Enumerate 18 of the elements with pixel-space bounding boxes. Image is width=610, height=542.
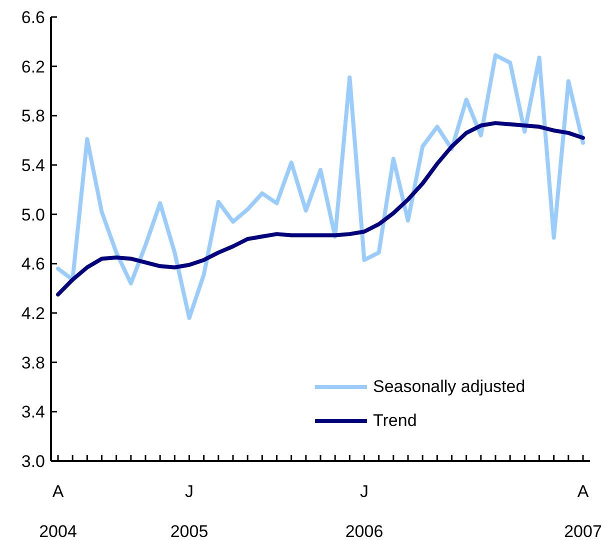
y-tick-label: 6.2 (21, 57, 45, 76)
legend-label: Trend (373, 411, 417, 431)
y-tick-label: 4.2 (21, 304, 45, 323)
category-label: J 2006 (345, 482, 384, 541)
y-tick-label: 5.0 (21, 205, 45, 224)
y-tick-label: 5.8 (21, 106, 45, 126)
legend-label: Seasonally adjusted (373, 377, 526, 397)
y-tick-label: 3.0 (21, 452, 45, 471)
line-series (56, 53, 585, 320)
y-tick-label: 4.6 (21, 254, 45, 274)
category-label: J 2005 (170, 482, 208, 541)
y-tick-label: 3.4 (21, 402, 45, 422)
y-tick-label: 5.4 (21, 156, 45, 175)
category-label: A 2007 (564, 482, 602, 541)
category-label: A 2004 (39, 482, 77, 541)
y-tick-label: 6.6 (21, 8, 45, 27)
y-tick-label: 3.8 (21, 353, 45, 372)
line-series (56, 121, 585, 296)
